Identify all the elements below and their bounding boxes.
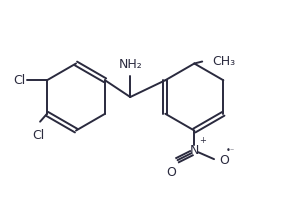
Text: CH₃: CH₃ bbox=[212, 55, 235, 68]
Text: N: N bbox=[190, 144, 199, 157]
Text: Cl: Cl bbox=[32, 129, 44, 142]
Text: Cl: Cl bbox=[13, 74, 25, 87]
Text: O: O bbox=[219, 154, 229, 167]
Text: O: O bbox=[167, 166, 177, 179]
Text: •⁻: •⁻ bbox=[226, 146, 235, 155]
Text: NH₂: NH₂ bbox=[118, 58, 142, 71]
Text: +: + bbox=[199, 136, 206, 145]
